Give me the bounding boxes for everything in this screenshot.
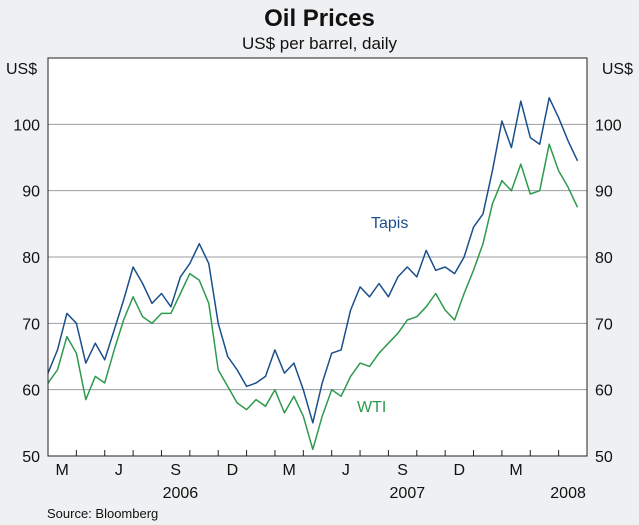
x-tick-label: S xyxy=(397,462,408,479)
source-note: Source: Bloomberg xyxy=(47,506,158,521)
y-tick-label-right: 50 xyxy=(595,449,613,466)
tapis-series-line xyxy=(47,97,579,424)
y-tick-label-left: 70 xyxy=(22,316,40,333)
chart-subtitle: US$ per barrel, daily xyxy=(242,34,397,53)
y-tick-label-left: 90 xyxy=(22,184,40,201)
axis-ticks xyxy=(75,450,560,456)
y-tick-label-left: 60 xyxy=(22,383,40,400)
x-tick-label: D xyxy=(454,462,466,479)
y-tick-label-right: 100 xyxy=(595,117,622,134)
plot-border xyxy=(47,57,588,457)
year-label: 2007 xyxy=(390,485,426,502)
chart-title: Oil Prices xyxy=(264,5,375,32)
y-tick-label-right: 90 xyxy=(595,184,613,201)
y-tick-label-left: 100 xyxy=(13,117,40,134)
gridlines xyxy=(48,123,587,391)
y-tick-label-right: 60 xyxy=(595,383,613,400)
x-tick-label: M xyxy=(509,462,522,479)
y-tick-label-left: 50 xyxy=(22,449,40,466)
axis-labels: 50 50 60 60 70 70 80 80 90 90 100 100 M J S D M J S D M 2006 2… xyxy=(13,117,622,502)
right-axis-unit: US$ xyxy=(602,61,633,78)
y-tick-label-right: 80 xyxy=(595,250,613,267)
tapis-series-label: Tapis xyxy=(371,215,408,232)
x-tick-label: D xyxy=(227,462,239,479)
left-axis-unit: US$ xyxy=(6,61,37,78)
x-tick-label: M xyxy=(282,462,295,479)
x-tick-label: J xyxy=(342,462,350,479)
x-tick-label: J xyxy=(115,462,123,479)
x-tick-label: M xyxy=(56,462,69,479)
y-tick-label-right: 70 xyxy=(595,316,613,333)
wti-series-line xyxy=(47,143,579,451)
x-tick-label: S xyxy=(170,462,181,479)
year-label: 2006 xyxy=(163,485,199,502)
y-tick-label-left: 80 xyxy=(22,250,40,267)
year-label: 2008 xyxy=(550,485,586,502)
wti-series-label: WTI xyxy=(357,399,386,416)
